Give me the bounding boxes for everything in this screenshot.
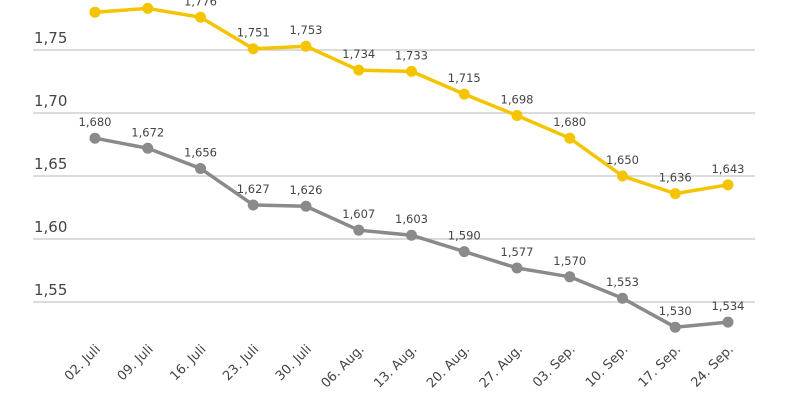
data-label-gray: 1,590 bbox=[448, 229, 481, 243]
data-point-gray bbox=[247, 199, 259, 211]
x-tick-label: 23. Juli bbox=[220, 342, 262, 384]
x-tick-label: 06. Aug. bbox=[319, 342, 368, 391]
y-tick-label: 1,60 bbox=[34, 218, 67, 236]
data-label-gray: 1,626 bbox=[290, 183, 323, 197]
data-label-yellow: 1,753 bbox=[290, 23, 323, 37]
x-tick-label: 20. Aug. bbox=[424, 342, 473, 391]
data-point-yellow bbox=[353, 64, 365, 76]
data-point-gray bbox=[511, 262, 523, 274]
x-tick-label: 03. Sep. bbox=[530, 342, 578, 390]
x-tick-label: 09. Juli bbox=[115, 342, 157, 384]
data-point-yellow bbox=[142, 2, 154, 14]
y-tick-label: 1,55 bbox=[34, 281, 67, 299]
x-tick-label: 27. Aug. bbox=[477, 342, 526, 391]
data-point-gray bbox=[722, 316, 734, 328]
data-point-yellow bbox=[669, 188, 681, 200]
data-label-yellow: 1,650 bbox=[606, 153, 639, 167]
data-label-yellow: 1,643 bbox=[712, 162, 745, 176]
data-label-gray: 1,656 bbox=[184, 145, 217, 159]
data-label-gray: 1,672 bbox=[131, 125, 164, 139]
data-label-yellow: 1,636 bbox=[659, 171, 692, 185]
data-point-yellow bbox=[195, 11, 206, 23]
data-point-yellow bbox=[617, 170, 628, 182]
data-label-gray: 1,570 bbox=[553, 254, 586, 268]
data-point-yellow bbox=[89, 6, 101, 18]
data-label-yellow: 1,715 bbox=[448, 71, 481, 85]
data-point-gray bbox=[406, 229, 417, 241]
data-label-yellow: 1,698 bbox=[501, 93, 534, 107]
data-label-yellow: 1,776 bbox=[184, 0, 217, 8]
data-label-gray: 1,577 bbox=[501, 245, 534, 259]
data-point-gray bbox=[300, 200, 312, 212]
x-tick-label: 13. Aug. bbox=[371, 342, 420, 391]
data-point-gray bbox=[195, 162, 206, 174]
data-label-gray: 1,553 bbox=[606, 275, 639, 289]
data-point-gray bbox=[142, 142, 154, 154]
data-label-gray: 1,607 bbox=[342, 207, 375, 221]
data-label-gray: 1,603 bbox=[395, 212, 428, 226]
data-label-gray: 1,530 bbox=[659, 304, 692, 318]
y-tick-label: 1,75 bbox=[34, 29, 67, 47]
data-point-gray bbox=[353, 224, 365, 236]
x-tick-label: 16. Juli bbox=[168, 342, 210, 384]
data-label-yellow: 1,680 bbox=[553, 115, 586, 129]
x-tick-label: 02. Juli bbox=[62, 342, 104, 384]
data-point-gray bbox=[669, 321, 681, 333]
x-tick-label: 10. Sep. bbox=[583, 342, 631, 390]
y-tick-label: 1,70 bbox=[34, 92, 67, 110]
data-label-yellow: 1,733 bbox=[395, 48, 428, 62]
data-point-gray bbox=[458, 246, 470, 258]
data-point-yellow bbox=[511, 110, 523, 122]
x-tick-label: 30. Juli bbox=[273, 342, 315, 384]
data-label-yellow: 1,751 bbox=[237, 26, 270, 40]
data-point-yellow bbox=[564, 132, 576, 144]
data-point-yellow bbox=[300, 40, 312, 52]
data-point-gray bbox=[89, 132, 101, 144]
data-point-yellow bbox=[406, 65, 417, 77]
data-label-gray: 1,680 bbox=[79, 115, 112, 129]
data-label-yellow: 1,734 bbox=[342, 47, 375, 61]
data-point-gray bbox=[564, 271, 576, 283]
data-point-yellow bbox=[722, 179, 734, 191]
data-label-gray: 1,534 bbox=[712, 299, 745, 313]
data-point-gray bbox=[617, 292, 628, 304]
data-point-yellow bbox=[247, 43, 259, 55]
data-point-yellow bbox=[458, 88, 470, 100]
data-label-gray: 1,627 bbox=[237, 182, 270, 196]
x-tick-label: 24. Sep. bbox=[688, 342, 736, 390]
x-tick-label: 17. Sep. bbox=[636, 342, 684, 390]
y-tick-label: 1,65 bbox=[34, 155, 67, 173]
